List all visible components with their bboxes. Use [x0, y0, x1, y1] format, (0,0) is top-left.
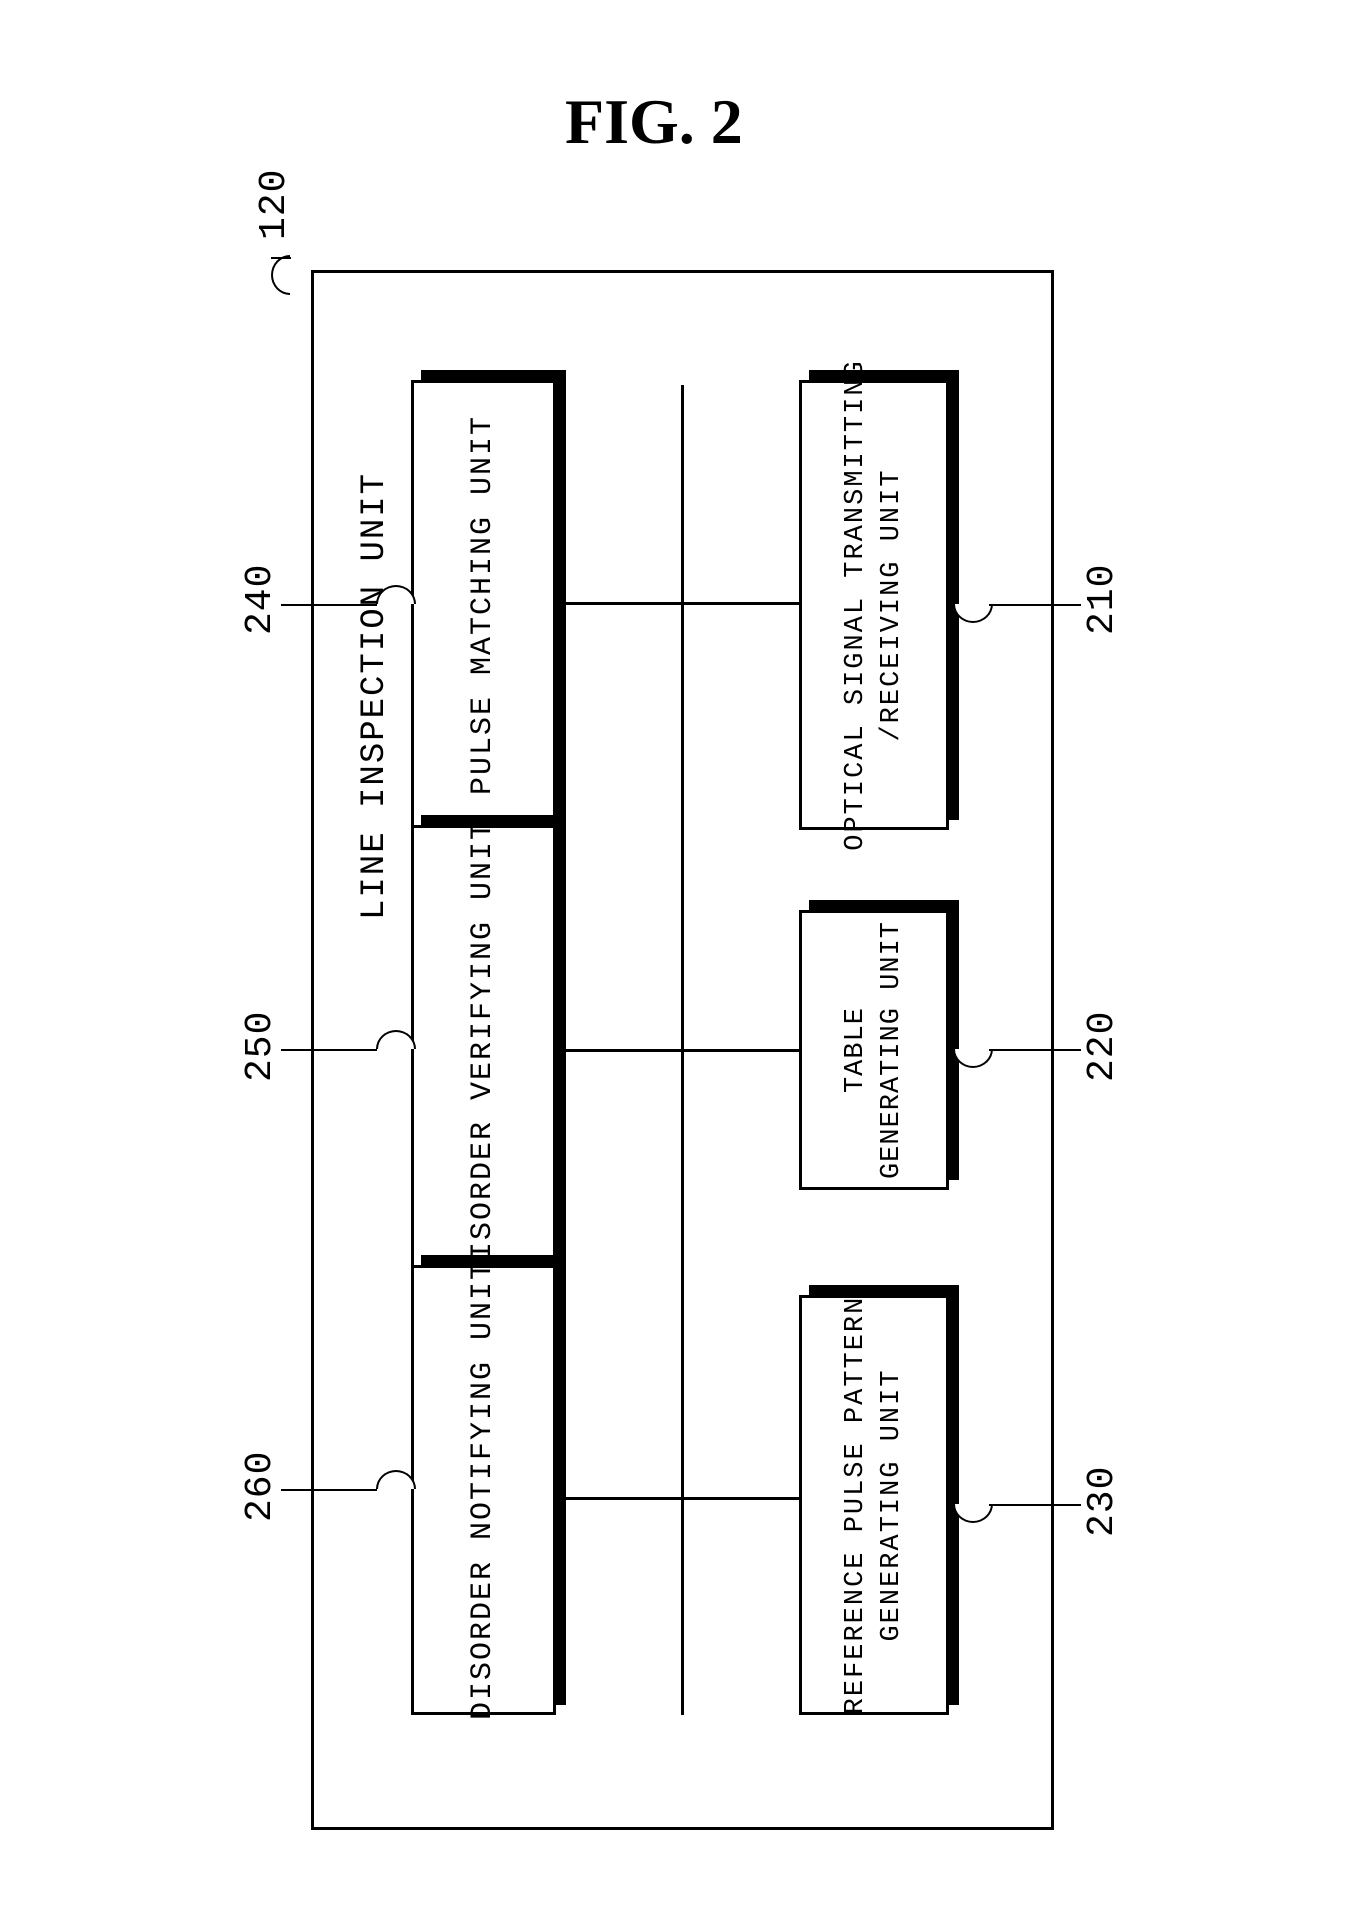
bus-stub-260 — [681, 602, 801, 605]
bus-stub-240 — [681, 1497, 801, 1500]
block-face: PULSE MATCHING UNIT — [411, 380, 556, 830]
ref-label-250: 250 — [239, 1011, 282, 1082]
leader-arc-120 — [271, 255, 309, 295]
diagram-rotated-wrapper: 120 LINE INSPECTION UNIT OPTICAL SIGNAL … — [211, 270, 1151, 1830]
block-face: OPTICAL SIGNAL TRANSMITTING /RECEIVING U… — [799, 380, 949, 830]
block-230: REFERENCE PULSE PATTERN GENERATING UNIT — [799, 1295, 959, 1715]
block-face: REFERENCE PULSE PATTERN GENERATING UNIT — [799, 1295, 949, 1715]
block-face: TABLE GENERATING UNIT — [799, 910, 949, 1190]
block-250: DISORDER VERIFYING UNIT — [411, 825, 566, 1275]
leader-260 — [281, 1489, 377, 1491]
ref-label-240: 240 — [239, 564, 282, 635]
leader-line-120 — [271, 257, 291, 259]
block-shadow — [949, 370, 959, 820]
leader-240 — [281, 604, 377, 606]
block-shadow — [949, 900, 959, 1180]
block-shadow — [556, 1255, 566, 1705]
ref-label-120: 120 — [253, 169, 296, 240]
bus-stub-230 — [563, 602, 683, 605]
ref-label-220: 220 — [1081, 1011, 1124, 1082]
block-face: DISORDER VERIFYING UNIT — [411, 825, 556, 1275]
bus-stub-220 — [563, 1049, 683, 1052]
block-220: TABLE GENERATING UNIT — [799, 910, 959, 1190]
block-shadow — [949, 1285, 959, 1705]
block-shadow — [809, 1285, 959, 1295]
block-face: DISORDER NOTIFYING UNIT — [411, 1265, 556, 1715]
block-shadow — [556, 370, 566, 820]
bus-stub-250 — [681, 1049, 801, 1052]
leader-220 — [989, 1049, 1081, 1051]
block-260: DISORDER NOTIFYING UNIT — [411, 1265, 566, 1715]
ref-label-260: 260 — [239, 1451, 282, 1522]
block-240: PULSE MATCHING UNIT — [411, 380, 566, 830]
bus-stub-210 — [563, 1497, 683, 1500]
figure-title: FIG. 2 — [565, 85, 743, 159]
unit-title: LINE INSPECTION UNIT — [356, 472, 394, 920]
leader-250 — [281, 1049, 377, 1051]
block-shadow — [421, 370, 566, 380]
leader-210 — [989, 604, 1081, 606]
block-shadow — [809, 900, 959, 910]
ref-label-230: 230 — [1081, 1466, 1124, 1537]
ref-label-210: 210 — [1081, 564, 1124, 635]
block-210: OPTICAL SIGNAL TRANSMITTING /RECEIVING U… — [799, 380, 959, 830]
block-shadow — [556, 815, 566, 1265]
leader-230 — [989, 1504, 1081, 1506]
